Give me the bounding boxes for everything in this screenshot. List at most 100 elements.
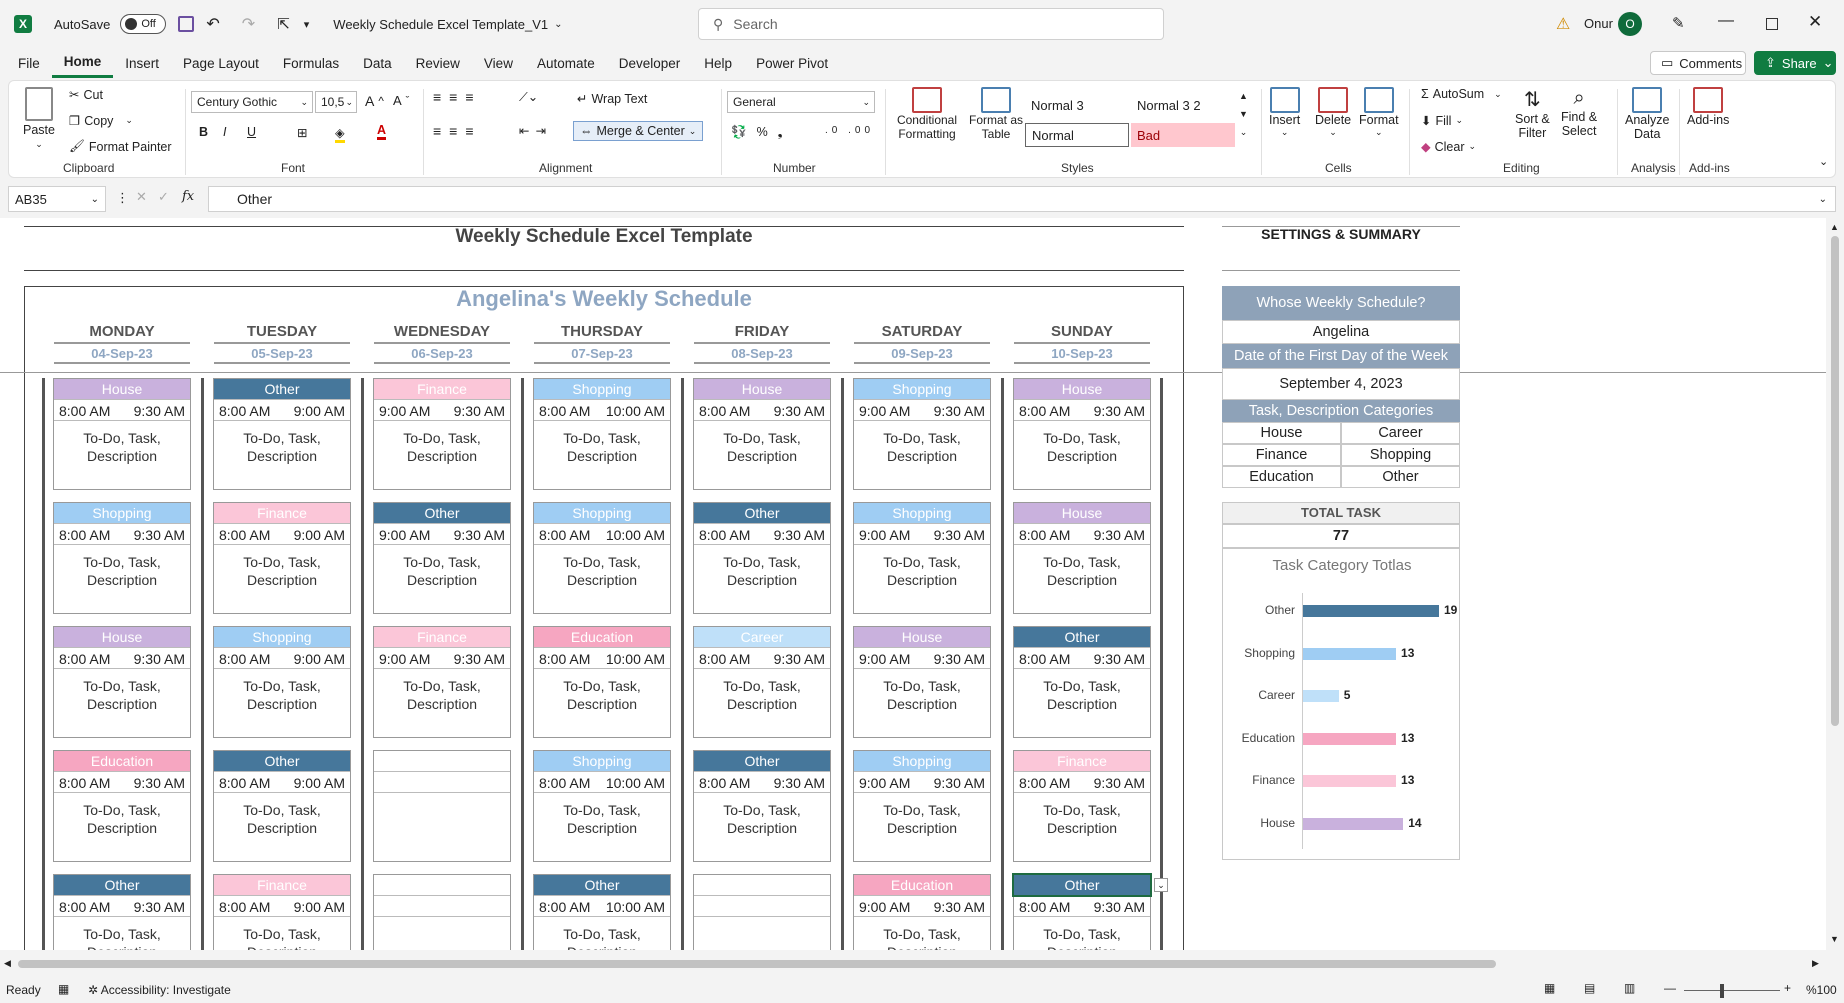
- task-end-time[interactable]: 9:30 AM: [933, 527, 985, 543]
- task-card[interactable]: House 8:00 AM 9:30 AM To-Do, Task, Descripti…: [53, 378, 191, 490]
- collapse-ribbon-icon[interactable]: ⌄: [1819, 156, 1829, 168]
- task-category[interactable]: House: [54, 627, 190, 647]
- vertical-scrollbar[interactable]: ▲ ▼: [1826, 218, 1844, 950]
- task-category[interactable]: Other: [54, 875, 190, 895]
- task-description[interactable]: To-Do, Task,Description: [403, 554, 481, 588]
- task-category[interactable]: Education: [854, 875, 990, 895]
- task-card[interactable]: Shopping 9:00 AM 9:30 AM To-Do, Task, Descri…: [853, 378, 991, 490]
- sort-filter-button[interactable]: ⇅ Sort & Filter: [1515, 89, 1550, 140]
- task-description[interactable]: To-Do, Task,Description: [243, 678, 321, 712]
- tab-automate[interactable]: Automate: [536, 55, 595, 71]
- task-description[interactable]: To-Do, Task,Description: [1043, 678, 1121, 712]
- task-card[interactable]: Other 8:00 AM 9:30 AM To-Do, Task,Descripti…: [1012, 873, 1152, 950]
- task-description[interactable]: To-Do, Task,Description: [243, 926, 321, 950]
- task-category[interactable]: Other: [534, 875, 670, 895]
- task-end-time[interactable]: 9:30 AM: [933, 899, 985, 915]
- task-start-time[interactable]: 9:00 AM: [859, 651, 911, 667]
- font-name-select[interactable]: Century Gothic ⌄: [191, 91, 313, 113]
- task-description[interactable]: To-Do, Task,Description: [83, 926, 161, 950]
- tab-formulas[interactable]: Formulas: [282, 55, 340, 71]
- styles-scroll[interactable]: ▲ ▼ ⌄: [1239, 91, 1248, 137]
- category-cell[interactable]: Finance: [1222, 444, 1341, 466]
- task-category[interactable]: [374, 875, 510, 895]
- task-end-time[interactable]: 9:30 AM: [1093, 899, 1145, 915]
- task-start-time[interactable]: 8:00 AM: [699, 775, 751, 791]
- task-category[interactable]: Other: [1014, 627, 1150, 647]
- font-color-icon[interactable]: A: [377, 123, 387, 140]
- zoom-level[interactable]: %100: [1806, 983, 1837, 997]
- fill-button[interactable]: ⬇ Fill ⌄: [1421, 113, 1463, 129]
- customize-qat-icon[interactable]: ▾: [303, 18, 310, 31]
- task-category[interactable]: Shopping: [534, 503, 670, 523]
- task-category[interactable]: Finance: [214, 503, 350, 523]
- category-cell[interactable]: Other: [1341, 466, 1460, 488]
- task-start-time[interactable]: 8:00 AM: [59, 775, 111, 791]
- indent-icons[interactable]: ⇤⇥: [519, 124, 552, 138]
- task-category[interactable]: Shopping: [214, 627, 350, 647]
- tab-developer[interactable]: Developer: [618, 55, 681, 71]
- tab-review[interactable]: Review: [415, 55, 460, 71]
- task-category[interactable]: House: [854, 627, 990, 647]
- task-description[interactable]: To-Do, Task,Description: [563, 926, 641, 950]
- task-category[interactable]: Other: [694, 503, 830, 523]
- task-category[interactable]: Other: [214, 751, 350, 771]
- task-end-time[interactable]: 9:30 AM: [773, 527, 825, 543]
- task-card[interactable]: Education 9:00 AM 9:30 AM To-Do, Task,Descr…: [853, 874, 991, 950]
- autosave-toggle[interactable]: Off: [120, 14, 167, 34]
- warning-icon[interactable]: ⚠: [1556, 16, 1571, 33]
- pen-icon[interactable]: ✎: [1672, 15, 1685, 32]
- task-end-time[interactable]: 10:00 AM: [605, 775, 665, 791]
- increase-font-icon[interactable]: A ^: [365, 93, 384, 109]
- task-description[interactable]: To-Do, Task,Description: [1043, 926, 1121, 950]
- close-icon[interactable]: ✕: [1808, 12, 1823, 31]
- task-card[interactable]: Other 8:00 AM 9:30 AM To-Do, Task,Descripti…: [693, 502, 831, 614]
- task-category[interactable]: Education: [534, 627, 670, 647]
- autosum-button[interactable]: Σ AutoSum ⌄: [1421, 87, 1502, 101]
- vertical-align-icons[interactable]: ≡≡≡: [433, 89, 482, 105]
- maximize-icon[interactable]: [1766, 18, 1778, 30]
- task-end-time[interactable]: 9:30 AM: [453, 651, 505, 667]
- tab-file[interactable]: File: [18, 55, 40, 71]
- task-start-time[interactable]: 8:00 AM: [219, 775, 271, 791]
- task-category[interactable]: Other: [214, 379, 350, 399]
- task-card[interactable]: Finance 9:00 AM 9:30 AM To-Do, Task, Descrip…: [373, 378, 511, 490]
- task-description[interactable]: To-Do, Task,Description: [403, 678, 481, 712]
- task-start-time[interactable]: 8:00 AM: [1019, 527, 1071, 543]
- task-start-time[interactable]: 8:00 AM: [59, 527, 111, 543]
- task-description[interactable]: To-Do, Task,Description: [563, 430, 641, 464]
- zoom-slider-thumb[interactable]: [1720, 984, 1724, 998]
- task-description[interactable]: To-Do, Task,Description: [723, 802, 801, 836]
- orientation-icon[interactable]: ⟋⌄: [519, 90, 539, 104]
- conditional-formatting-button[interactable]: Conditional Formatting: [889, 87, 965, 141]
- find-select-button[interactable]: ⌕ Find & Select: [1561, 87, 1598, 138]
- task-description[interactable]: To-Do, Task,Description: [83, 430, 161, 464]
- decimal-icons[interactable]: .0 .00: [825, 125, 875, 136]
- bold-button[interactable]: B: [199, 125, 209, 139]
- more-icon[interactable]: ⋮: [116, 190, 129, 205]
- task-card[interactable]: House 8:00 AM 9:30 AM To-Do, Task, Descripti…: [693, 378, 831, 490]
- task-card[interactable]: Education 8:00 AM 9:30 AM To-Do, Task, Descr…: [53, 750, 191, 862]
- minimize-icon[interactable]: —: [1718, 12, 1734, 29]
- task-card[interactable]: Shopping 8:00 AM 10:00 AM To-Do, Task, Descr…: [533, 750, 671, 862]
- task-start-time[interactable]: 9:00 AM: [859, 775, 911, 791]
- task-description[interactable]: To-Do, Task,Description: [883, 802, 961, 836]
- share-button[interactable]: ⇪ Share ⌄: [1754, 51, 1836, 75]
- task-description[interactable]: To-Do, Task,Description: [403, 430, 481, 464]
- task-card[interactable]: Education 8:00 AM 10:00 AM To-Do, Task, Desc…: [533, 626, 671, 738]
- task-start-time[interactable]: 8:00 AM: [219, 527, 271, 543]
- style-normal[interactable]: Normal: [1025, 123, 1129, 147]
- category-cell[interactable]: Shopping: [1341, 444, 1460, 466]
- tab-home[interactable]: Home: [51, 48, 114, 78]
- task-end-time[interactable]: 9:30 AM: [133, 403, 185, 419]
- number-format-icons[interactable]: 💱%❟: [731, 125, 793, 139]
- task-card[interactable]: House 8:00 AM 9:30 AM To-Do, Task, Descripti…: [1013, 502, 1151, 614]
- horizontal-scrollbar[interactable]: ◀ ▶: [0, 950, 1826, 978]
- task-card[interactable]: Other 8:00 AM 9:30 AM To-Do, Task,Descripti…: [1013, 626, 1151, 738]
- task-card[interactable]: Finance 8:00 AM 9:00 AM To-Do, Task,Descrip…: [213, 874, 351, 950]
- task-category[interactable]: Finance: [1014, 751, 1150, 771]
- task-end-time[interactable]: 9:30 AM: [1093, 651, 1145, 667]
- task-start-time[interactable]: 8:00 AM: [539, 527, 591, 543]
- task-card[interactable]: [373, 874, 511, 950]
- formula-input[interactable]: Other ⌄: [208, 186, 1836, 212]
